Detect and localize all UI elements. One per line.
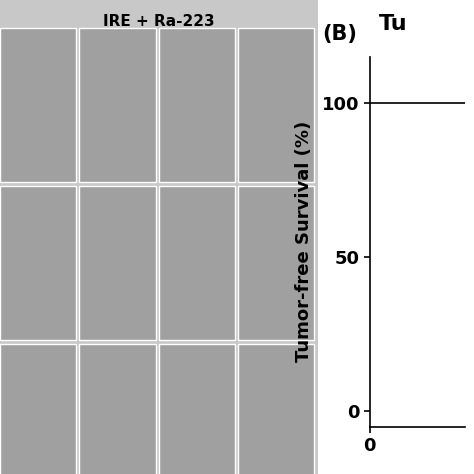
Bar — [80, 345, 155, 474]
Bar — [238, 28, 314, 182]
Bar — [0, 186, 76, 340]
Text: (B): (B) — [322, 24, 357, 44]
Text: IRE + Ra-223: IRE + Ra-223 — [103, 14, 215, 29]
Text: Tu: Tu — [379, 14, 408, 34]
Bar — [159, 345, 235, 474]
Bar — [0, 28, 76, 182]
Bar — [159, 186, 235, 340]
Bar — [238, 345, 314, 474]
Bar — [80, 186, 155, 340]
Bar — [0, 345, 76, 474]
Bar — [80, 28, 155, 182]
Bar — [159, 28, 235, 182]
Bar — [238, 186, 314, 340]
Y-axis label: Tumor-free Survival (%): Tumor-free Survival (%) — [295, 121, 313, 362]
